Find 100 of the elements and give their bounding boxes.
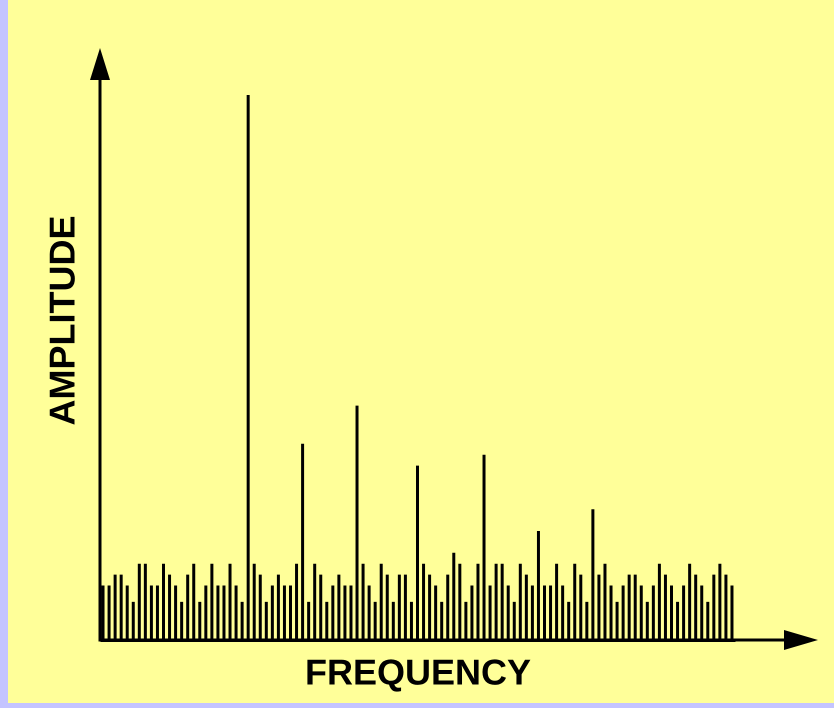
bar [114, 574, 117, 640]
bar [126, 586, 129, 640]
bar [585, 602, 588, 640]
bar [452, 552, 456, 640]
bar [591, 509, 594, 640]
bar [295, 564, 298, 640]
bar [676, 602, 680, 640]
x-axis-title: FREQUENCY [304, 652, 532, 692]
bar [488, 586, 492, 640]
bar [343, 586, 346, 640]
bar [652, 586, 655, 640]
bar [204, 586, 208, 640]
bar [428, 574, 432, 640]
bar [694, 574, 698, 640]
bar [264, 602, 268, 640]
bar [561, 586, 564, 640]
bar [392, 602, 395, 640]
bar [234, 586, 238, 640]
bar [434, 586, 438, 640]
bar [138, 564, 141, 640]
bar [132, 602, 135, 640]
bar [567, 602, 570, 640]
bar [156, 586, 159, 640]
bar [446, 574, 450, 640]
bar [616, 602, 619, 640]
bar [386, 574, 389, 640]
bar [331, 586, 334, 640]
bar [276, 574, 280, 640]
bar [410, 602, 413, 640]
bar [476, 564, 480, 640]
bar [168, 574, 172, 640]
bar [120, 574, 123, 640]
bar [543, 586, 546, 640]
bar [349, 586, 352, 640]
bar [549, 586, 552, 640]
bar [579, 574, 582, 640]
bar [289, 586, 292, 640]
bar [712, 574, 716, 640]
y-axis-title: AMPLITUDE [42, 216, 82, 426]
bar [524, 574, 528, 640]
bar [706, 602, 710, 640]
bar [180, 602, 184, 640]
bar [718, 564, 722, 640]
bar [270, 586, 274, 640]
bar [512, 602, 516, 640]
bar [482, 454, 486, 640]
bar [506, 586, 510, 640]
bar [252, 564, 256, 640]
bar [634, 574, 637, 640]
bar [102, 586, 105, 640]
bar [597, 574, 600, 640]
bar [198, 602, 202, 640]
bar [368, 586, 371, 640]
bar [150, 586, 153, 640]
bar [313, 564, 316, 640]
bar [670, 586, 673, 640]
bar [464, 602, 468, 640]
bar [174, 586, 178, 640]
bar [356, 406, 359, 640]
bar [186, 574, 190, 640]
bar [404, 574, 407, 640]
bar [325, 602, 328, 640]
bar [555, 564, 558, 640]
bar [500, 564, 504, 640]
bar [640, 586, 643, 640]
bar [162, 564, 165, 640]
bar [440, 602, 444, 640]
bar [319, 574, 322, 640]
bar [216, 586, 220, 640]
bar [494, 564, 498, 640]
bar [282, 586, 286, 640]
bar [730, 586, 734, 640]
bar [144, 564, 147, 640]
bar [682, 586, 686, 640]
bar [240, 602, 244, 640]
bar [610, 586, 613, 640]
bar [536, 531, 540, 640]
bar [192, 564, 196, 640]
bar [628, 574, 631, 640]
bar [458, 564, 462, 640]
bar [573, 564, 576, 640]
bar [603, 564, 606, 640]
bar [301, 444, 304, 640]
bar [362, 564, 365, 640]
bar [416, 466, 419, 640]
bar [530, 586, 534, 640]
bar [622, 586, 625, 640]
bar [470, 586, 474, 640]
bar [646, 602, 649, 640]
bar [724, 574, 728, 640]
bar [258, 574, 262, 640]
bar [222, 586, 226, 640]
bar [518, 564, 522, 640]
bar [210, 564, 214, 640]
bar [398, 574, 401, 640]
bar [307, 602, 310, 640]
bar [337, 574, 340, 640]
bar [688, 564, 692, 640]
bar [246, 95, 250, 640]
bar [700, 586, 704, 640]
